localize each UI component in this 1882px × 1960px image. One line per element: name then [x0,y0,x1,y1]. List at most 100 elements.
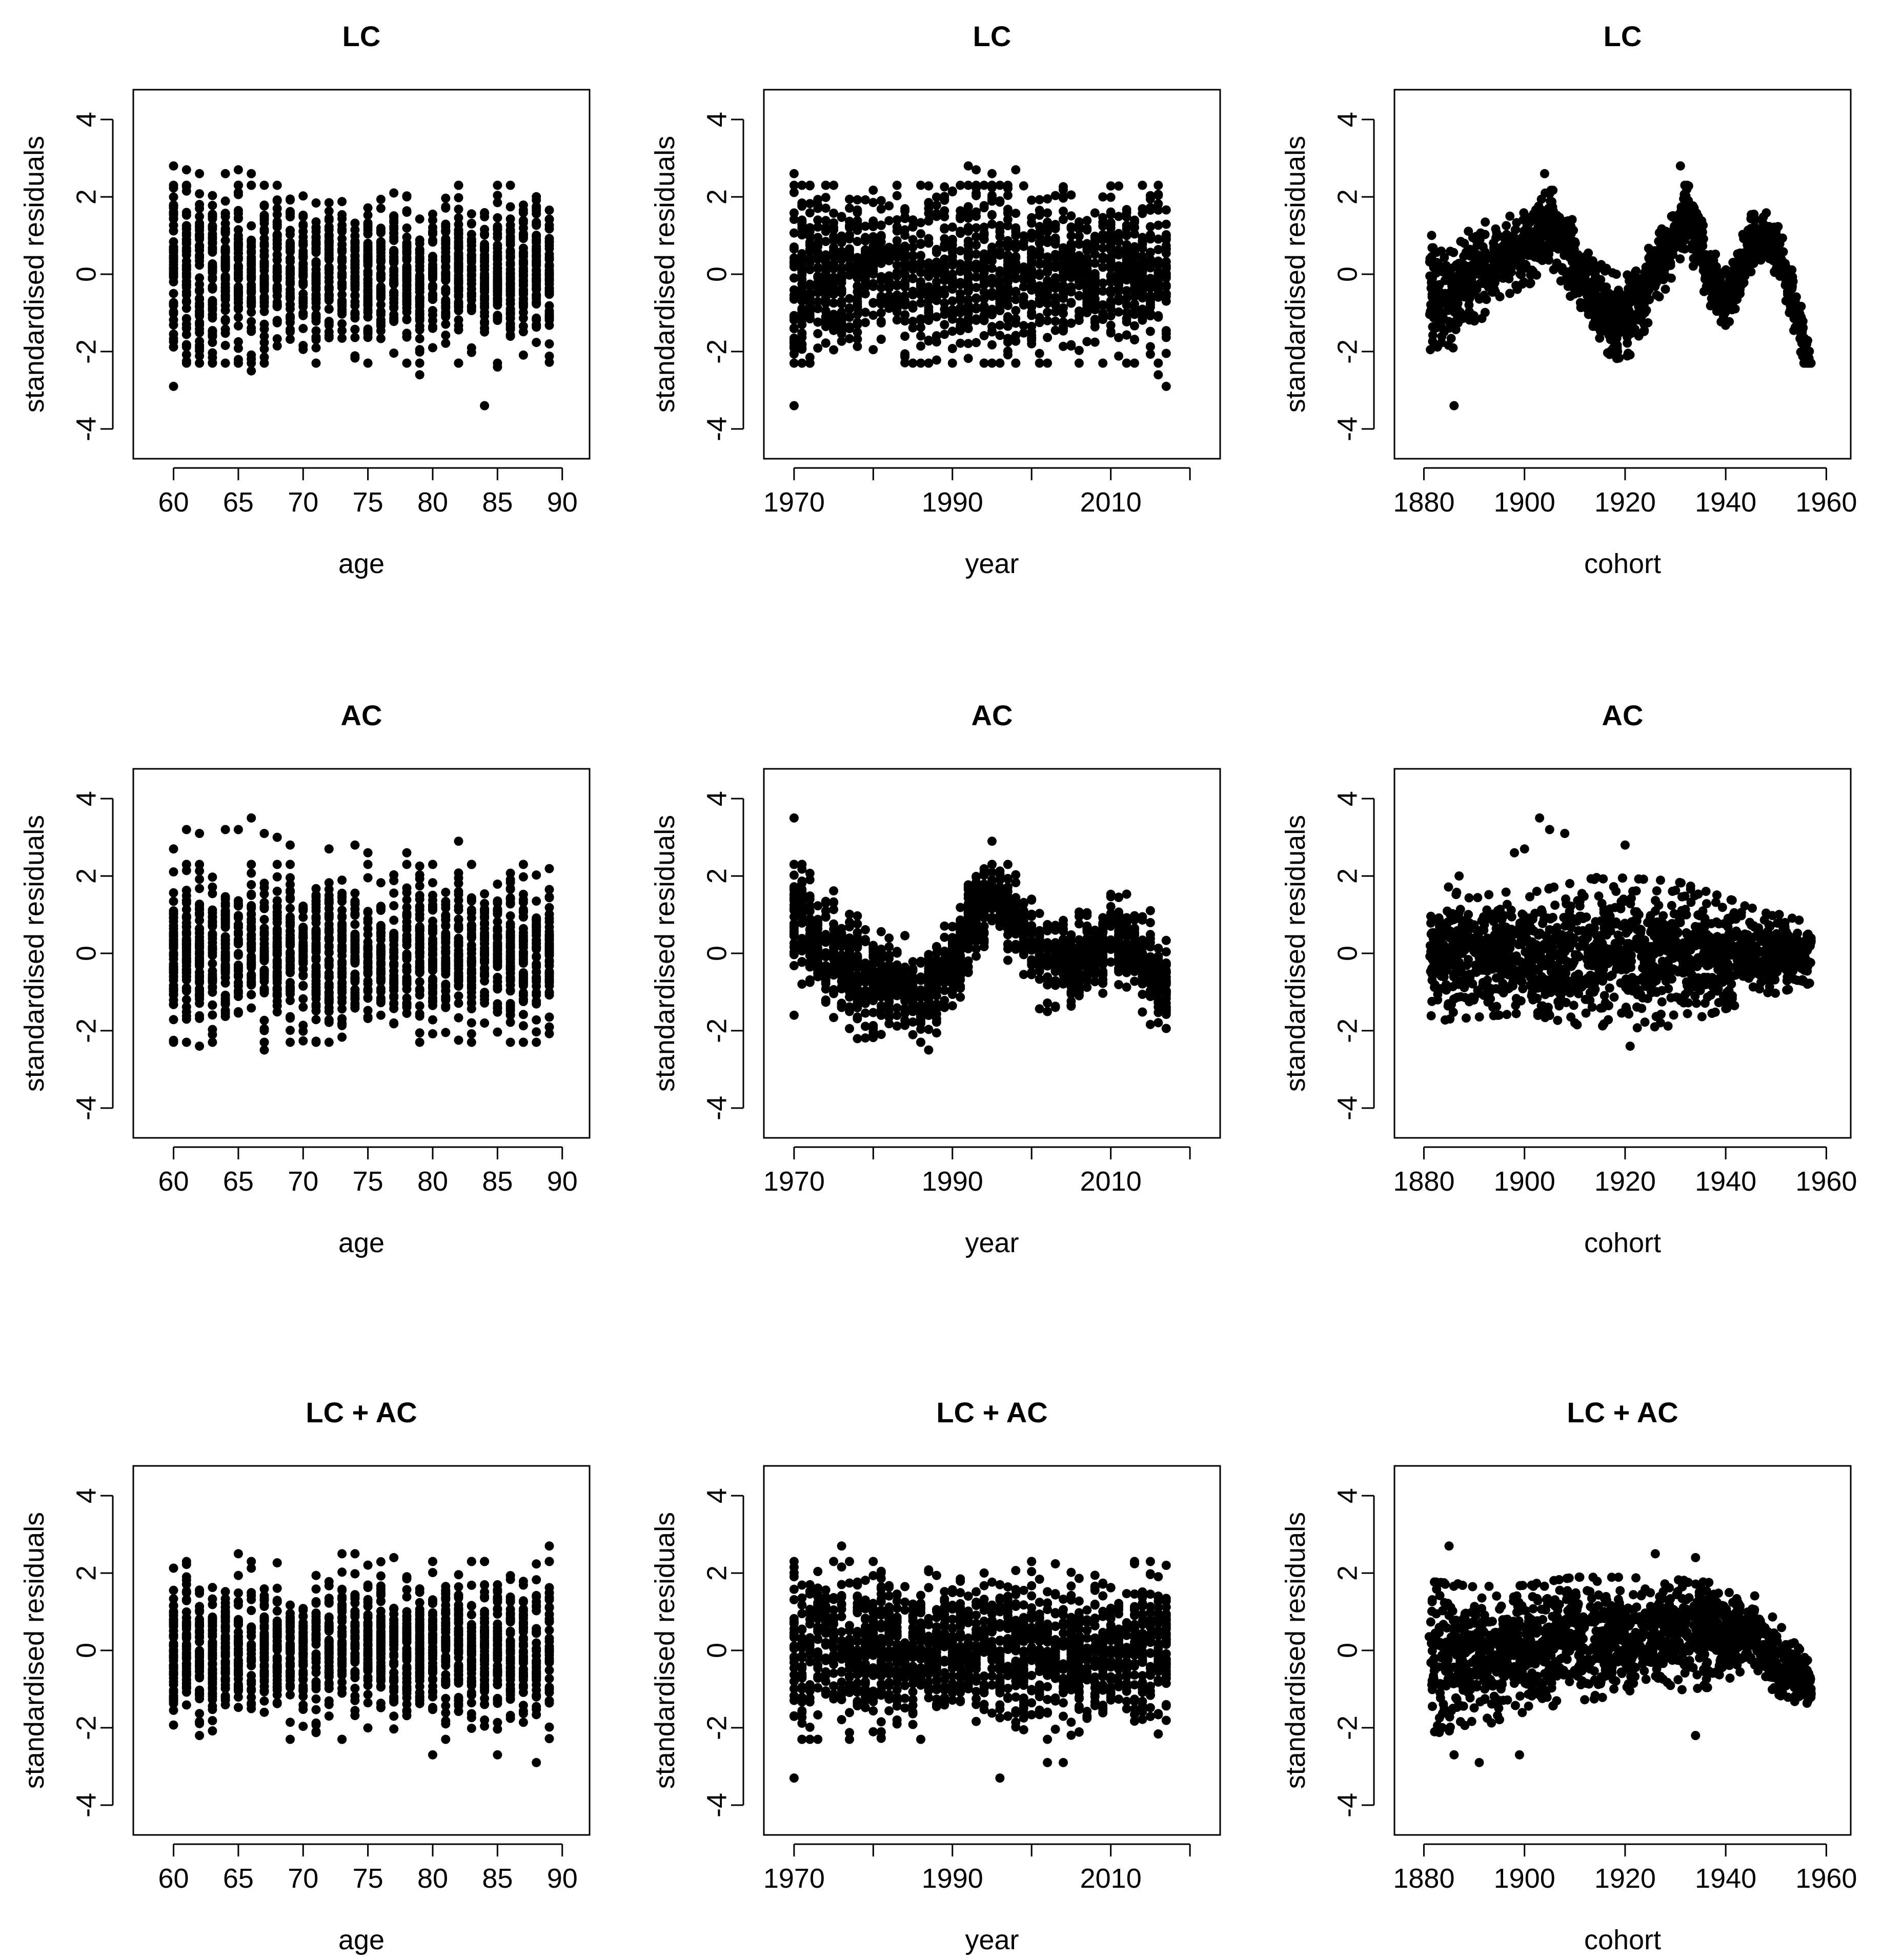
residual-point [532,238,541,248]
residual-point [1090,258,1100,268]
residual-point [169,342,178,352]
residual-point [208,299,217,309]
residual-point [1098,308,1108,318]
residual-point [1114,307,1124,317]
residual-point [467,278,476,288]
residual-point [892,250,902,259]
residual-point [1035,210,1044,220]
residual-point [1456,237,1466,247]
residual-point [505,225,515,235]
residual-point [876,220,886,230]
residual-point [1066,318,1076,328]
residual-point [272,218,282,227]
residual-point [1446,334,1456,343]
residual-point [1003,272,1013,281]
x-tick-label: 1900 [1494,487,1555,518]
residual-point [1770,267,1779,276]
residual-point [467,262,476,272]
residual-point [908,264,918,274]
residual-point [1692,209,1702,218]
residual-point [987,358,997,368]
residual-point [1570,238,1580,248]
residual-point [220,236,230,246]
residual-point [1122,294,1131,303]
residual-point [518,229,528,238]
residual-point [286,195,295,205]
residual-point [932,200,941,210]
residual-point [805,253,815,263]
x-tick-label: 90 [547,1166,578,1197]
x-tick-label: 75 [353,487,383,518]
residual-point [1154,289,1163,298]
residual-point [247,259,256,269]
residual-point [505,275,515,284]
residual-point [441,310,451,320]
residual-point [789,285,799,295]
residual-point [1035,296,1044,306]
residual-point [1122,208,1131,217]
residual-point [1466,309,1476,319]
residual-point [1456,261,1466,271]
residual-point [454,180,463,190]
residual-point [1730,287,1740,297]
residual-point [1138,293,1147,303]
residual-point [428,260,437,270]
residual-point [987,253,997,262]
residual-point [1154,358,1163,368]
residual-point [1027,253,1037,263]
residual-point [987,219,997,229]
residual-point [1567,215,1577,224]
residual-point [1043,234,1053,244]
residual-point [544,206,554,215]
residual-point [493,283,502,293]
residual-point [233,291,243,301]
residual-point [1682,185,1692,194]
residual-point [1544,249,1554,259]
residual-point [972,315,981,325]
residual-point [813,239,823,249]
residual-point [208,229,217,239]
residual-point [1154,180,1163,190]
residual-point [480,243,490,253]
residual-point [1487,254,1497,264]
residual-point [1608,309,1617,319]
residual-point [286,860,295,869]
y-tick-label: 2 [701,189,732,205]
y-tick-label: -2 [1332,339,1363,364]
residual-point [1433,264,1443,274]
residual-point [1003,256,1013,266]
residual-point [195,189,205,199]
residual-point [208,338,217,347]
residual-point [311,270,321,280]
residual-point [518,308,528,317]
residual-point [1640,289,1649,299]
residual-point [1130,358,1139,368]
residual-point [428,228,437,237]
residual-point [932,192,941,202]
residual-point [1708,279,1718,289]
residual-point [987,210,997,220]
residual-point [181,277,191,287]
residual-point [259,215,269,224]
residual-point [979,331,989,340]
residual-point [1138,308,1147,318]
residual-point [900,241,910,251]
residual-point [1122,330,1131,340]
residual-point [181,260,191,270]
residual-point [1721,295,1730,305]
residual-point [259,352,269,362]
residual-point [1090,337,1100,347]
residual-point [963,161,973,171]
residual-point [1619,300,1629,310]
residual-point [813,288,823,297]
residual-point [441,319,451,329]
residual-point [1082,291,1092,300]
residual-point [1019,272,1028,282]
residual-point [995,306,1005,315]
residual-point [1520,237,1529,247]
residual-point [389,279,399,289]
residual-point [363,324,373,334]
residual-point [837,297,846,307]
residual-point [1082,337,1092,346]
